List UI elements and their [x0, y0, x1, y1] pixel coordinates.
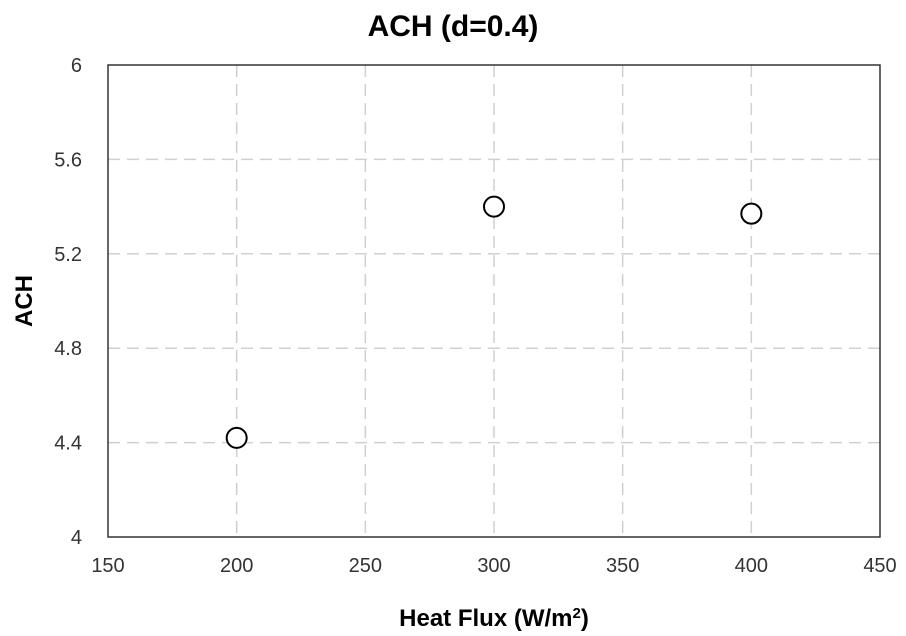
y-tick-label: 5.2: [54, 244, 82, 266]
y-axis-ticks: 4 4.4 4.8 5.2 5.6 6: [54, 55, 82, 549]
y-tick-label: 6: [71, 55, 82, 77]
x-axis-ticks: 150 200 250 300 350 400 450: [91, 555, 896, 577]
x-tick-label: 450: [863, 555, 896, 577]
data-point: [225, 426, 248, 449]
y-tick-label: 4: [71, 527, 82, 549]
data-point: [740, 202, 763, 225]
data-points: [225, 195, 763, 449]
chart-title: ACH (d=0.4): [368, 10, 539, 43]
y-axis-label: ACH: [11, 275, 38, 327]
x-axis-label-end: ): [581, 605, 589, 632]
x-tick-label: 300: [477, 555, 510, 577]
x-axis-label-superscript: 2: [573, 605, 581, 622]
x-tick-label: 150: [91, 555, 124, 577]
x-axis-label: Heat Flux (W/m2): [399, 605, 589, 633]
data-point: [483, 195, 505, 218]
x-tick-label: 200: [220, 555, 253, 577]
x-tick-label: 250: [349, 555, 382, 577]
y-tick-label: 4.4: [54, 433, 82, 455]
x-tick-label: 400: [735, 555, 768, 577]
plot-area-frame: [107, 64, 881, 538]
y-tick-label: 5.6: [54, 149, 82, 171]
y-tick-label: 4.8: [54, 338, 82, 360]
x-axis-label-main: Heat Flux (W/m: [399, 605, 572, 632]
x-tick-label: 350: [606, 555, 639, 577]
gridlines: [108, 65, 880, 537]
